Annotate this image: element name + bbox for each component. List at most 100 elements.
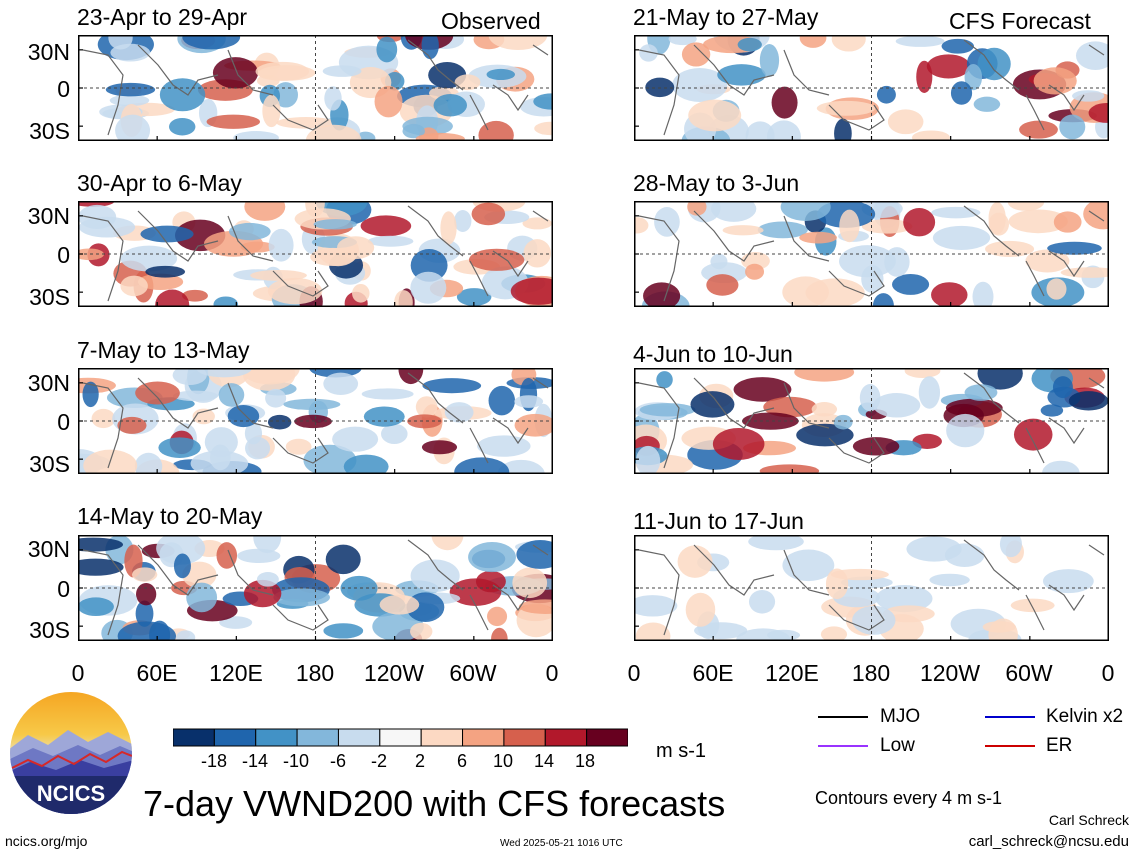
anomaly-blob <box>780 201 831 221</box>
anomaly-blob <box>639 44 658 62</box>
anomaly-blob <box>534 121 553 136</box>
anomaly-blob <box>325 544 361 575</box>
anomaly-blob <box>285 438 312 455</box>
ytick-30n-3: 30N <box>27 370 70 396</box>
anomaly-blob <box>487 606 508 627</box>
anomaly-blob <box>741 252 770 270</box>
anomaly-blob <box>433 94 467 117</box>
xtick-right-60e: 60E <box>692 660 734 686</box>
anomaly-blob <box>906 536 962 562</box>
anomaly-blob <box>212 57 259 89</box>
anomaly-blob <box>228 222 271 241</box>
ytick-30n-1: 30N <box>27 39 70 65</box>
anomaly-blob <box>468 248 525 271</box>
anomaly-blob <box>710 253 728 270</box>
anomaly-blob <box>782 549 835 582</box>
anomaly-blob <box>895 35 945 47</box>
anomaly-blob <box>861 265 884 293</box>
anomaly-blob <box>456 288 492 306</box>
anomaly-blob <box>444 402 474 423</box>
anomaly-blob <box>323 372 359 395</box>
xtick-left-60w: 60W <box>449 660 497 686</box>
anomaly-blob <box>759 44 780 77</box>
anomaly-blob <box>273 588 330 607</box>
ytick-0-4: 0 <box>57 576 70 602</box>
anomaly-blob <box>977 368 1023 390</box>
anomaly-blob <box>892 274 930 295</box>
coastline <box>638 205 1105 302</box>
anomaly-blob <box>332 426 379 452</box>
coastline <box>82 39 549 136</box>
anomaly-blob <box>159 78 206 112</box>
anomaly-blob <box>512 567 548 599</box>
anomaly-blob <box>273 82 299 108</box>
anomaly-blob <box>410 248 448 282</box>
anomaly-blob <box>169 118 196 136</box>
anomaly-blob <box>875 585 933 613</box>
anomaly-blob <box>140 225 194 243</box>
cbar-label-10: 18 <box>574 751 596 771</box>
anomaly-blob <box>1046 278 1067 300</box>
anomaly-blob <box>478 120 514 141</box>
footer-site-link[interactable]: ncics.org/mjo <box>5 833 88 849</box>
anomaly-blob <box>367 235 414 247</box>
anomaly-blob <box>523 239 551 268</box>
contour-note: Contours every 4 m s-1 <box>815 788 1003 808</box>
anomaly-blob <box>78 216 136 238</box>
anomaly-blob <box>941 38 974 54</box>
anomaly-blob <box>688 99 742 132</box>
anomaly-blob <box>117 416 147 434</box>
footer-email[interactable]: carl_schreck@ncsu.edu <box>968 833 1129 850</box>
anomaly-blob <box>255 61 310 81</box>
anomaly-blob <box>402 123 425 139</box>
anomaly-blob <box>1019 120 1058 139</box>
anomaly-blob <box>78 537 123 552</box>
anomaly-blob <box>120 275 148 297</box>
anomaly-blob <box>873 393 921 418</box>
anomaly-blob <box>757 221 808 239</box>
xtick-left-0-end: 0 <box>545 660 559 686</box>
colorbar <box>173 728 628 747</box>
xtick-left-120w: 120W <box>363 660 425 686</box>
anomaly-blob <box>488 385 516 416</box>
anomaly-blob <box>946 413 985 448</box>
anomaly-blob <box>766 629 801 641</box>
ytick-30s-4: 30S <box>29 617 70 643</box>
anomaly-blob <box>415 396 438 418</box>
anomaly-blob <box>268 228 294 262</box>
anomaly-blob <box>839 209 860 243</box>
anomaly-blob <box>115 114 151 141</box>
anomaly-blob <box>158 437 201 458</box>
ytick-30n-2: 30N <box>27 203 70 229</box>
anomaly-blob <box>468 541 516 573</box>
panel-note-observed: Observed <box>441 8 541 34</box>
anomaly-blob <box>745 263 765 280</box>
anomaly-blob <box>904 368 941 379</box>
anomaly-blob <box>656 371 673 389</box>
anomaly-blob <box>522 217 553 230</box>
anomaly-blob <box>155 289 190 307</box>
anomaly-blob <box>265 388 287 408</box>
cbar-label-1: -18 <box>200 751 228 771</box>
anomaly-blob <box>303 444 357 474</box>
anomaly-blob <box>999 535 1022 558</box>
anomaly-blob <box>799 35 827 48</box>
anomaly-blob <box>982 621 1016 633</box>
anomaly-blob <box>834 118 852 141</box>
anomaly-blob <box>253 535 282 554</box>
anomaly-blob <box>454 457 510 474</box>
cbar-label-4: -6 <box>329 751 347 771</box>
panel-title-obs-1: 23-Apr to 29-Apr <box>77 4 248 30</box>
anomaly-blob <box>206 114 260 129</box>
map-panel-fc-3 <box>634 368 1109 474</box>
anomaly-blob <box>635 622 671 641</box>
ytick-0-3: 0 <box>57 409 70 435</box>
anomaly-blob <box>685 592 716 627</box>
legend-label-mjo: MJO <box>880 706 921 727</box>
cbar-label-7: 6 <box>456 751 468 771</box>
anomaly-blob <box>244 201 286 221</box>
anomaly-blob <box>831 35 866 52</box>
anomaly-blob <box>903 208 936 237</box>
map-panel-obs-3 <box>78 368 553 474</box>
map-panel-obs-2 <box>78 201 553 307</box>
